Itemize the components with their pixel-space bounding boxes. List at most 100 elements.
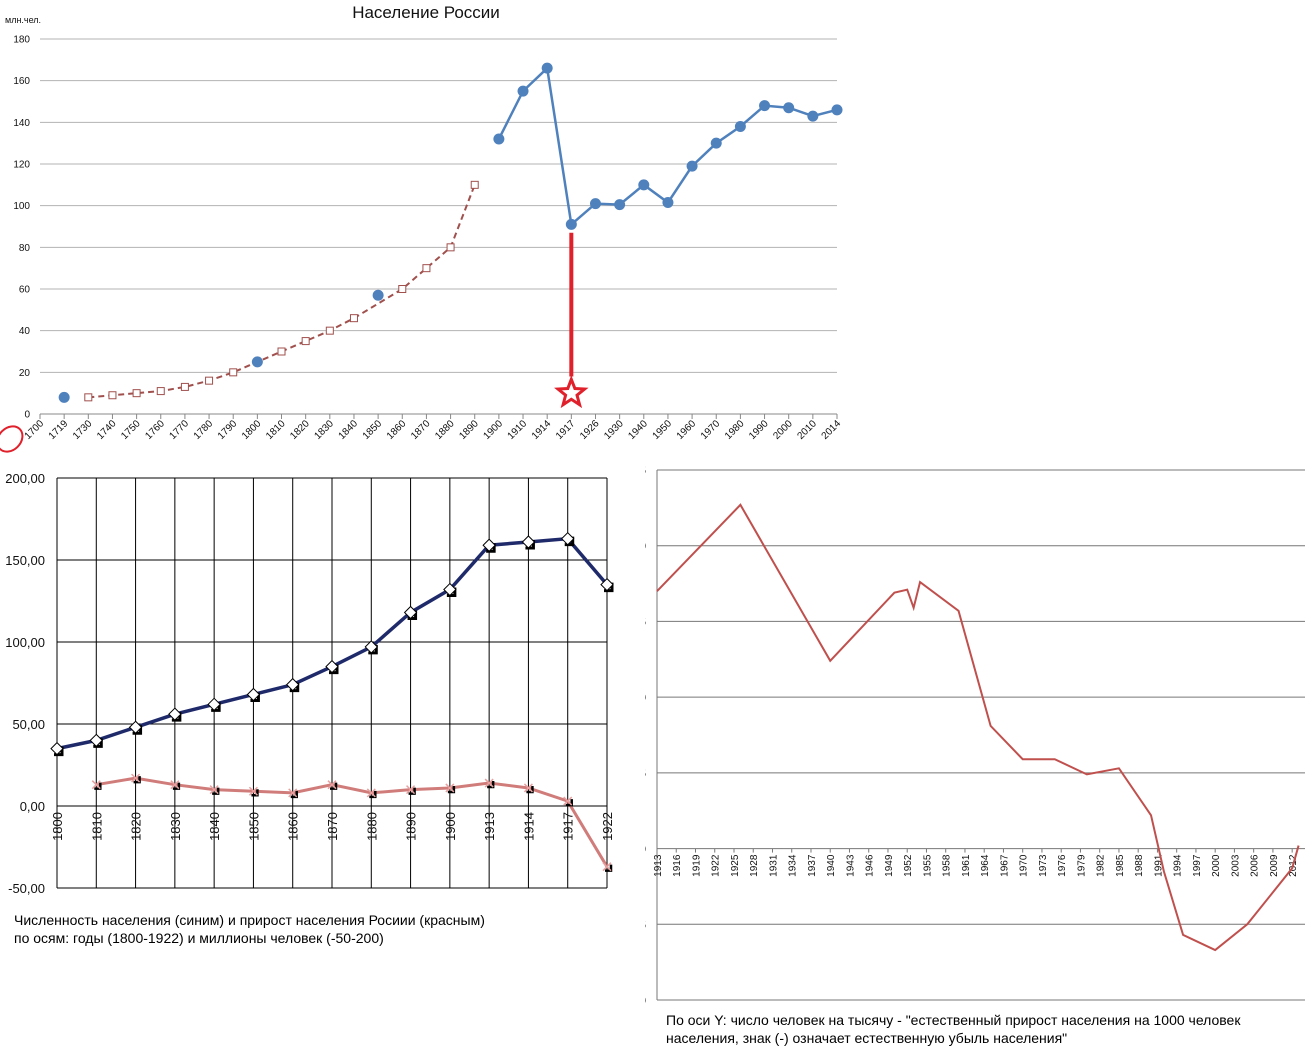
chart3-x-tick-label: 1979	[1076, 854, 1087, 877]
chart1-series-estimate-marker	[325, 326, 334, 335]
chart1-series-estimate-marker	[398, 285, 407, 293]
chart1-x-tick-label: 1860	[385, 418, 409, 442]
chart2-x-tick-label: 1830	[168, 812, 183, 841]
chart3-y-tick-label: 0	[645, 844, 646, 856]
chart2-series-growth-marker	[523, 783, 533, 793]
chart3-caption-line1: По оси Y: число человек на тысячу - "ест…	[666, 1012, 1241, 1028]
chart1-series-census-point	[662, 197, 674, 209]
chart3-x-tick-label: 1988	[1134, 854, 1145, 877]
chart3-x-tick-label: 1973	[1038, 854, 1049, 877]
chart2-y-tick-label: 200,00	[5, 471, 45, 486]
chart1-x-tick-label: 2010	[795, 418, 819, 442]
chart3-x-tick-label: 1994	[1173, 854, 1184, 877]
chart1-series-census-point	[251, 356, 263, 368]
chart1-series-estimate-marker	[229, 368, 238, 377]
chart1-series-estimate-marker	[470, 180, 479, 189]
chart1-x-tick-label: 1780	[192, 418, 216, 442]
chart1-x-tick-label: 1990	[747, 418, 771, 442]
chart3-caption: По оси Y: число человек на тысячу - "ест…	[666, 1011, 1306, 1047]
chart2-series-population-marker	[89, 733, 103, 748]
chart1-y-tick-label: 40	[19, 326, 31, 337]
chart2-caption-line1: Численность населения (синим) и прирост …	[14, 912, 485, 928]
chart3-x-tick-label: 1991	[1153, 854, 1164, 877]
chart2-y-tick-label: 50,00	[12, 717, 45, 732]
chart3-x-tick-label: 1964	[980, 854, 991, 877]
chart3-x-tick-label: 2003	[1230, 854, 1241, 877]
chart1-series-estimate-line	[88, 184, 476, 399]
chart1-x-tick-label: 1800	[240, 418, 264, 442]
chart2-series-growth-shadow	[487, 781, 495, 789]
chart3-x-tick-label: 1934	[788, 854, 799, 877]
chart1-x-tick-label: 1910	[506, 418, 530, 442]
chart3-x-tick-label: 1958	[942, 854, 953, 877]
chart1-x-tick-label: 1750	[119, 418, 143, 442]
chart3-x-tick-label: 1976	[1057, 854, 1068, 877]
chart1-x-tick-label: 1830	[312, 418, 336, 442]
chart1-series-estimate-marker	[205, 376, 214, 385]
chart1-y-tick-label: 20	[19, 368, 31, 379]
chart1-x-tick-label: 1960	[675, 418, 699, 442]
chart2-y-tick-label: -50,00	[8, 881, 45, 896]
chart2-series-growth-marker	[170, 780, 180, 790]
chart1-y-unit: млн.чел.	[5, 15, 41, 25]
chart2-x-tick-label: 1800	[50, 812, 65, 841]
chart3-x-tick-label: 1946	[865, 854, 876, 877]
chart2-x-tick-label: 1900	[443, 812, 458, 841]
chart3-x-tick-label: 1931	[768, 854, 779, 877]
chart3-x-tick-label: 1970	[1019, 854, 1030, 877]
chart1-x-tick-label: 2000	[771, 418, 795, 442]
chart3-x-tick-label: 1985	[1115, 854, 1126, 877]
chart3-y-tick-label: -10	[645, 995, 646, 1007]
chart1-series-estimate-marker	[277, 347, 286, 356]
chart2-y-tick-label: 0,00	[20, 799, 45, 814]
chart1-series-census-point	[541, 62, 553, 74]
chart2-series-population-marker	[561, 531, 575, 546]
chart1-series-census-point	[517, 85, 529, 97]
chart1-series-census-point	[759, 100, 771, 112]
chart1-series-census-point	[372, 289, 384, 301]
chart1-y-tick-label: 0	[24, 410, 30, 421]
chart2-series-growth-marker	[445, 783, 455, 793]
chart1-series-census-point	[783, 102, 795, 114]
population-growth-chart: -50,00 0,00 50,00 100,00 150,00 200,00 1800 181…	[5, 471, 615, 896]
chart1-series-census-point	[807, 110, 819, 122]
chart3-y-tick-label: 15	[645, 616, 646, 628]
chart2-series-growth-marker	[484, 778, 494, 788]
chart2-x-tick-label: 1914	[521, 812, 536, 841]
chart3-x-tick-label: 1925	[730, 854, 741, 877]
chart2-series-growth-line	[96, 776, 609, 868]
chart1-x-tick-label: 1980	[723, 418, 747, 442]
chart1-series-census-point	[565, 218, 577, 230]
chart1-y-tick-label: 140	[13, 118, 30, 129]
chart1-x-tick-label: 1770	[168, 418, 192, 442]
chart3-y-tick-label: 25	[645, 465, 646, 477]
chart3-x-tick-label: 1997	[1192, 854, 1203, 877]
chart3-x-tick-label: 1943	[845, 854, 856, 877]
chart3-y-tick-label: -5	[645, 919, 646, 931]
chart2-x-tick-label: 1922	[600, 812, 615, 841]
chart1-title: Население России	[352, 3, 500, 22]
chart2-series-population-marker	[325, 659, 339, 674]
chart1-series-census-point	[638, 179, 650, 191]
chart2-series-population-marker	[286, 677, 300, 692]
chart1-x-tick-label: 1930	[602, 418, 626, 442]
chart1-series-census-point	[734, 121, 746, 132]
chart2-series-growth-marker	[288, 788, 298, 798]
chart3-y-tick-label: 20	[645, 541, 646, 553]
chart2-series-population-marker	[168, 707, 182, 721]
chart2-series-growth-marker	[131, 773, 141, 783]
chart2-x-tick-label: 1860	[286, 812, 301, 841]
chart3-x-tick-label: 1967	[999, 854, 1010, 877]
chart1-series-estimate-marker	[84, 393, 93, 402]
chart1-x-tick-label: 1730	[71, 418, 95, 442]
chart3-x-tick-label: 2000	[1211, 854, 1222, 877]
chart1-x-tick-label: 1926	[578, 418, 602, 442]
chart1-y-tick-label: 180	[13, 35, 30, 46]
chart2-x-tick-label: 1810	[89, 812, 104, 841]
chart2-series-population-marker	[207, 697, 221, 712]
chart1-y-tick-label: 120	[13, 160, 30, 171]
chart2-series-population-marker	[600, 577, 614, 592]
chart1-series-estimate-marker	[108, 391, 117, 400]
chart3-x-tick-label: 1937	[807, 854, 818, 877]
chart1-x-tick-label: 1810	[264, 418, 288, 442]
